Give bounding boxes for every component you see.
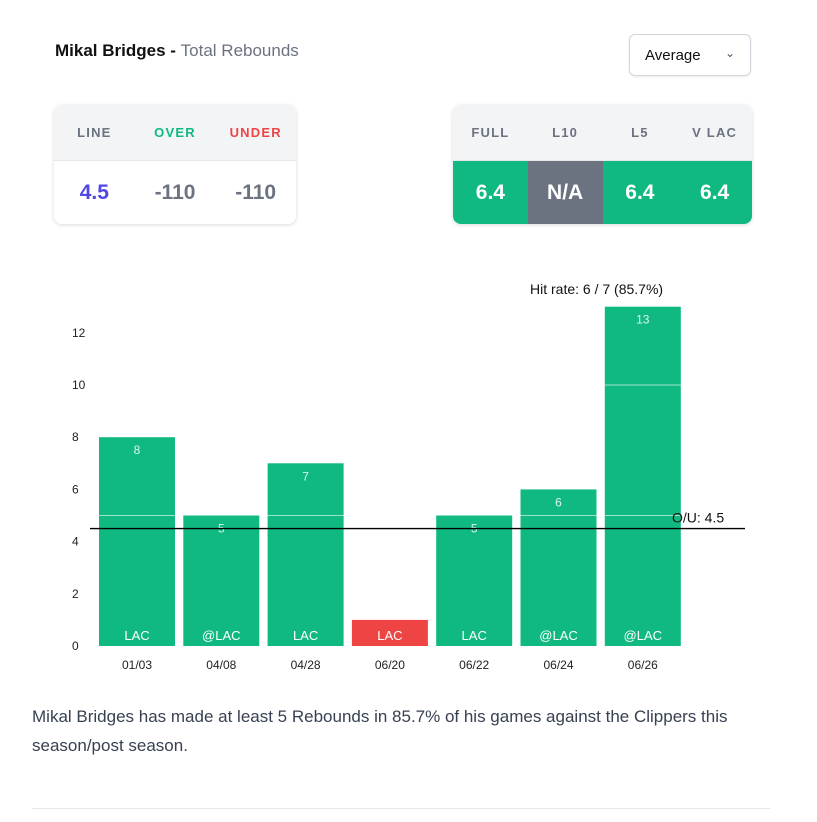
- odds-header-under: UNDER: [229, 125, 282, 140]
- y-tick-label: 12: [72, 326, 86, 340]
- stat-header-l5: L5: [631, 125, 649, 140]
- odds-header-over: OVER: [154, 125, 196, 140]
- bar-opponent-label: @LAC: [202, 628, 241, 643]
- chart: 0 2 4 6 8 10 12 8 LAC 01/03 5 @LAC 04/08 7 LAC 04/28 LAC…: [32, 262, 770, 692]
- divider: [32, 808, 770, 809]
- select-value: Average: [645, 46, 701, 64]
- x-tick-label: 04/28: [291, 658, 321, 672]
- y-tick-label: 4: [72, 535, 79, 549]
- x-tick-label: 01/03: [122, 658, 152, 672]
- under-odds: -110: [235, 180, 277, 204]
- stat-header-vlac: V LAC: [692, 125, 738, 140]
- bar: [267, 463, 344, 646]
- bar-opponent-label: @LAC: [539, 628, 578, 643]
- chevron-down-icon: ⌄: [724, 46, 735, 60]
- stat-l5: 6.4: [602, 161, 678, 224]
- line-value: 4.5: [79, 180, 109, 204]
- bar-opponent-label: LAC: [124, 628, 149, 643]
- bar: [604, 306, 681, 646]
- bar-value-label: 6: [555, 495, 562, 509]
- hit-rate-label: Hit rate: 6 / 7 (85.7%): [530, 281, 663, 297]
- y-tick-label: 6: [72, 482, 79, 496]
- y-tick-label: 10: [72, 378, 86, 392]
- over-odds: -110: [154, 180, 196, 204]
- stat-l10: N/A: [527, 161, 603, 224]
- ou-line-label: O/U: 4.5: [672, 510, 724, 526]
- x-tick-label: 06/26: [628, 658, 658, 672]
- title-separator: -: [165, 41, 181, 60]
- bar-opponent-label: @LAC: [624, 628, 663, 643]
- stat-header-full: FULL: [471, 125, 510, 140]
- bar: [99, 437, 175, 646]
- bar-value-label: 13: [636, 313, 650, 327]
- bar: [436, 515, 513, 646]
- x-tick-label: 06/22: [459, 658, 489, 672]
- bar: [183, 515, 260, 646]
- hit-rate-description: Mikal Bridges has made at least 5 Reboun…: [32, 707, 728, 755]
- bar: [351, 619, 428, 646]
- stat-mode-select[interactable]: Average ⌄: [629, 34, 751, 76]
- bar: [520, 489, 597, 646]
- bar-value-label: 8: [134, 443, 141, 457]
- y-tick-label: 8: [72, 430, 79, 444]
- player-name: Mikal Bridges: [55, 41, 166, 60]
- bar-chart-svg: 0246810128LAC01/035@LAC04/087LAC04/28LAC…: [72, 281, 745, 672]
- y-tick-label: 0: [72, 639, 79, 653]
- y-tick-label: 2: [72, 587, 79, 601]
- bar-opponent-label: LAC: [462, 628, 487, 643]
- market-name: Total Rebounds: [180, 41, 299, 60]
- x-tick-label: 06/24: [543, 658, 573, 672]
- x-tick-label: 06/20: [375, 658, 405, 672]
- x-tick-label: 04/08: [206, 658, 236, 672]
- averages-card: FULL L10 L5 V LAC 6.4 N/A 6.4 6.4: [453, 105, 752, 224]
- stat-full: 6.4: [453, 161, 528, 224]
- stat-vlac: 6.4: [677, 161, 752, 224]
- stat-header-l10: L10: [552, 125, 579, 140]
- bar-opponent-label: LAC: [293, 628, 318, 643]
- bar-value-label: 7: [302, 469, 309, 483]
- page-title: Mikal Bridges - Total Rebounds: [55, 41, 299, 61]
- odds-card: LINE OVER UNDER 4.5 -110 -110: [54, 105, 296, 224]
- bar-opponent-label: LAC: [377, 628, 402, 643]
- odds-header-line: LINE: [77, 125, 112, 140]
